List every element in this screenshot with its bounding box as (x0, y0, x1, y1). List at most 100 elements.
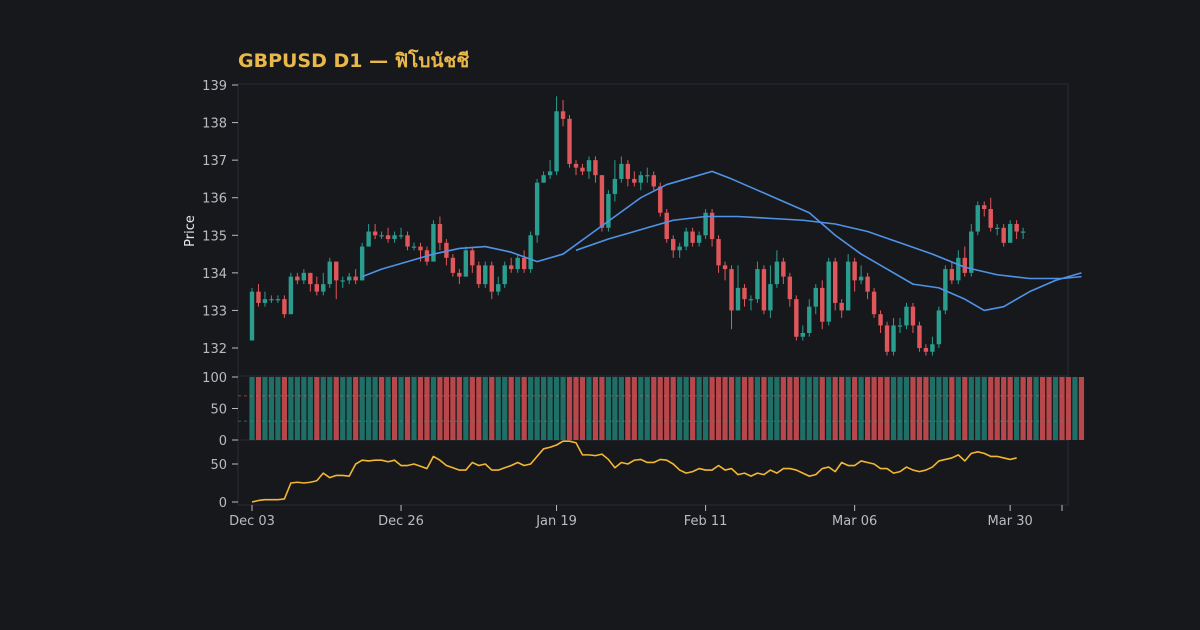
oscillator-bar (890, 377, 897, 440)
oscillator-bar (657, 377, 663, 440)
candle-body (256, 291, 261, 303)
candle-body (560, 111, 566, 119)
candle-body (969, 231, 974, 273)
oscillator-bar (923, 377, 929, 440)
oscillator-bar (865, 377, 871, 440)
oscillator-bar (275, 377, 281, 440)
ma-slow-line (575, 215, 1082, 280)
candle-body (930, 344, 935, 352)
oscillator-bar (385, 377, 391, 440)
oscillator-bar (955, 377, 961, 440)
candle-body (813, 287, 818, 307)
candle-body (995, 227, 1000, 229)
candle-body (722, 265, 728, 270)
oscillator-bar (988, 377, 994, 440)
oscillator-bar (508, 377, 514, 440)
oscillator-bar (670, 377, 676, 440)
candle-body (871, 291, 877, 315)
price-tick-label: 133 (202, 304, 227, 319)
oscillator-axis: 0 50 (210, 458, 238, 511)
oscillator-bar (664, 377, 670, 440)
oscillator-bar (916, 377, 923, 440)
candle-body (839, 302, 844, 311)
candle-body (347, 276, 352, 281)
oscillator-bar (463, 377, 469, 440)
oscillator-bar (787, 377, 793, 440)
candle-body (949, 269, 955, 281)
bars-axis: 0 50 100 (202, 371, 238, 449)
candle-body (865, 276, 870, 292)
oscillator-bar (301, 377, 307, 440)
candle-body (496, 284, 501, 292)
candle-body (502, 265, 507, 285)
candle-body (800, 332, 805, 337)
oscillator-bar (1072, 377, 1078, 440)
candle-body (528, 235, 533, 270)
candle-body (470, 250, 475, 266)
oscillator-bar (1078, 377, 1085, 440)
candle-body (619, 163, 624, 179)
oscillator-bar (340, 377, 346, 440)
oscillator-bar (268, 377, 275, 440)
candle-body (833, 261, 838, 303)
x-tick-label: Mar 06 (832, 514, 877, 529)
oscillator-bar (793, 377, 799, 440)
oscillator-bar (884, 377, 890, 440)
oscillator-bar (968, 377, 974, 440)
oscillator-bar (806, 377, 812, 440)
oscillator-bar (813, 377, 819, 440)
x-tick-label: Mar 30 (988, 514, 1033, 529)
oscillator-bar (832, 377, 838, 440)
candle-body (534, 182, 540, 236)
x-axis: Dec 03 Dec 26 Jan 19 Feb 11 Mar 06 Mar 30 (229, 505, 1063, 529)
candle-body (975, 205, 980, 232)
candle-body (709, 212, 715, 240)
candle-body (658, 186, 663, 213)
oscillator-bar (975, 377, 981, 440)
candle-body (923, 348, 929, 352)
oscillator-bar (586, 377, 592, 440)
oscillator-bar (871, 377, 877, 440)
oscillator-bar (651, 377, 657, 440)
candle-body (1001, 227, 1006, 243)
x-tick-label: Jan 19 (535, 514, 577, 529)
candle-body (696, 235, 702, 243)
candle-body (372, 231, 378, 236)
oscillator-bar (521, 377, 527, 440)
oscillator-bar (528, 377, 534, 440)
oscillator-bar (677, 377, 683, 440)
candle-body (379, 235, 384, 237)
oscillator-bar (411, 377, 417, 440)
candle-body (541, 175, 546, 183)
candle-body (904, 306, 909, 326)
ma-fast-line (361, 170, 1082, 312)
oscillator-bar (826, 377, 832, 440)
candle-body (794, 299, 799, 337)
oscillator-bar (618, 377, 624, 440)
candle-body (774, 261, 780, 285)
candle-body (547, 171, 553, 176)
candle-body (943, 269, 948, 311)
oscillator-bar (495, 377, 501, 440)
oscillator-bar (696, 377, 702, 440)
x-tick-label: Dec 03 (229, 514, 275, 529)
candle-body (580, 167, 585, 172)
candle-body (509, 265, 514, 270)
candle-body (936, 310, 942, 345)
candle-body (489, 265, 494, 292)
oscillator-bar (398, 377, 404, 440)
oscillator-bar (249, 377, 255, 440)
candle-body (625, 163, 631, 179)
candle-body (359, 246, 365, 281)
candle-body (385, 235, 391, 240)
oscillator-bar (333, 377, 339, 440)
candles (249, 96, 1026, 356)
oscillator-bar (949, 377, 955, 440)
oscillator-bar (592, 377, 599, 440)
candle-body (878, 314, 883, 326)
bars-tick-label: 50 (210, 403, 227, 418)
oscillator-series (251, 440, 1017, 503)
candle-body (858, 276, 864, 281)
oscillator-bar (320, 377, 326, 440)
price-panel-frame (237, 83, 1069, 377)
